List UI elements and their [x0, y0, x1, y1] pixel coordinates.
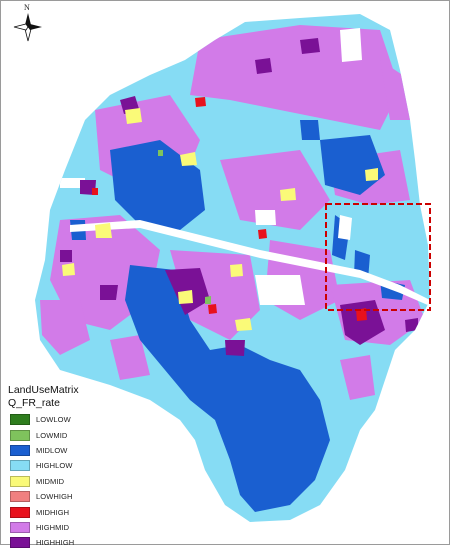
midhigh-patches [92, 97, 367, 321]
legend-label: LOWMID [36, 430, 68, 440]
legend-item: HIGHMID [8, 520, 128, 535]
lowmid-patches [158, 150, 211, 304]
legend-item: MIDHIGH [8, 504, 128, 519]
legend-item: LOWLOW [8, 412, 128, 427]
legend-field-name: Q_FR_rate [8, 397, 60, 409]
legend-item: LOWMID [8, 427, 128, 442]
midmid-patches [62, 108, 378, 331]
legend-swatch [10, 414, 30, 426]
north-arrow-icon [13, 13, 42, 42]
legend-rows: LOWLOW LOWMID MIDLOW HIGHLOW MIDMID LOWH… [8, 412, 128, 551]
legend-label: MIDMID [36, 476, 65, 486]
legend-swatch [10, 491, 30, 503]
legend-item: HIGHHIGH [8, 535, 128, 550]
legend-swatch [10, 429, 30, 441]
legend-title: LandUseMatrix [8, 384, 79, 396]
legend-swatch [10, 506, 30, 518]
legend-swatch [10, 521, 30, 533]
legend-swatch [10, 475, 30, 487]
legend: LandUseMatrix Q_FR_rate LOWLOW LOWMID MI… [8, 384, 128, 551]
legend-item: MIDLOW [8, 443, 128, 458]
legend-swatch [10, 460, 30, 472]
legend-item: LOWHIGH [8, 489, 128, 504]
legend-item: HIGHLOW [8, 458, 128, 473]
legend-label: MIDHIGH [36, 507, 70, 517]
legend-label: LOWLOW [36, 415, 71, 425]
north-label: N [24, 3, 30, 12]
legend-label: HIGHMID [36, 522, 70, 532]
legend-item: MIDMID [8, 474, 128, 489]
highlight-box [325, 203, 431, 311]
legend-label: HIGHHIGH [36, 538, 75, 548]
legend-label: MIDLOW [36, 445, 68, 455]
legend-swatch [10, 444, 30, 456]
legend-swatch [10, 537, 30, 549]
legend-label: HIGHLOW [36, 461, 73, 471]
legend-label: LOWHIGH [36, 492, 73, 502]
